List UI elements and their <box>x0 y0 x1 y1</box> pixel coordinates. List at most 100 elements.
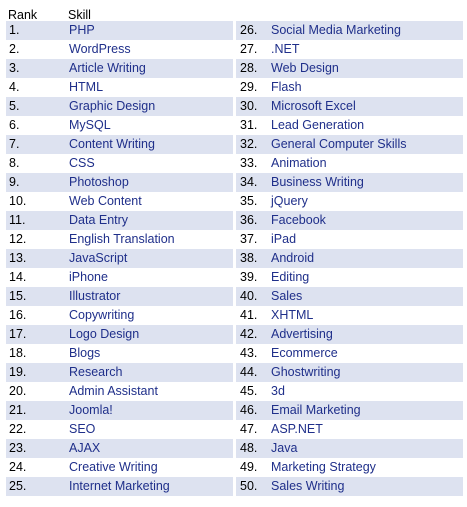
rank-cell: 39. <box>240 270 258 284</box>
rank-cell: 32. <box>240 137 258 151</box>
skill-cell: Copywriting <box>69 308 135 322</box>
rank-cell: 35. <box>240 194 258 208</box>
rank-cell: 15. <box>9 289 27 303</box>
table-row: 25. Internet Marketing <box>6 477 233 496</box>
rank-cell: 29. <box>240 80 258 94</box>
rank-cell: 31. <box>240 118 258 132</box>
table-row: 29. Flash <box>236 78 463 97</box>
rank-cell: 38. <box>240 251 258 265</box>
table-row: 43. Ecommerce <box>236 344 463 363</box>
skill-cell: Microsoft Excel <box>271 99 356 113</box>
table-row: 30. Microsoft Excel <box>236 97 463 116</box>
table-row: 11. Data Entry <box>6 211 233 230</box>
skill-cell: AJAX <box>69 441 101 455</box>
table-row: 5. Graphic Design <box>6 97 233 116</box>
table-row: 19. Research <box>6 363 233 382</box>
skill-cell: Admin Assistant <box>69 384 158 398</box>
rank-cell: 2. <box>9 42 20 56</box>
table-row: 3. Article Writing <box>6 59 233 78</box>
table-row: 8. CSS <box>6 154 233 173</box>
table-row: 31. Lead Generation <box>236 116 463 135</box>
table-row: 20. Admin Assistant <box>6 382 233 401</box>
rank-cell: 27. <box>240 42 258 56</box>
table-row: 40. Sales <box>236 287 463 306</box>
skill-cell: Content Writing <box>69 137 155 151</box>
rank-cell: 8. <box>9 156 20 170</box>
rank-cell: 5. <box>9 99 20 113</box>
table-row: 44. Ghostwriting <box>236 363 463 382</box>
skill-cell: SEO <box>69 422 96 436</box>
skill-cell: HTML <box>69 80 104 94</box>
table-row: 37. iPad <box>236 230 463 249</box>
skill-cell: Web Content <box>69 194 142 208</box>
rank-cell: 6. <box>9 118 20 132</box>
skill-cell: Illustrator <box>69 289 121 303</box>
table-row: 50. Sales Writing <box>236 477 463 496</box>
skill-cell: Research <box>69 365 123 379</box>
skills-table-right: 26. Social Media Marketing 27. .NET 28. Web D… <box>236 21 463 496</box>
rank-cell: 25. <box>9 479 27 493</box>
skill-cell: Internet Marketing <box>69 479 170 493</box>
table-row: 12. English Translation <box>6 230 233 249</box>
rank-cell: 26. <box>240 23 258 37</box>
skills-table-left: 1. PHP 2. WordPress 3. Article Writing 4. HTML 5… <box>6 21 233 496</box>
table-row: 27. .NET <box>236 40 463 59</box>
rank-cell: 14. <box>9 270 27 284</box>
skill-cell: Photoshop <box>69 175 129 189</box>
rank-cell: 34. <box>240 175 258 189</box>
skill-header: Skill <box>68 8 91 22</box>
skill-cell: Editing <box>271 270 310 284</box>
skill-cell: Article Writing <box>69 61 146 75</box>
table-row: 26. Social Media Marketing <box>236 21 463 40</box>
table-row: 17. Logo Design <box>6 325 233 344</box>
skill-cell: iPhone <box>69 270 108 284</box>
rank-cell: 24. <box>9 460 27 474</box>
skill-cell: Ghostwriting <box>271 365 341 379</box>
skill-cell: XHTML <box>271 308 314 322</box>
table-row: 16. Copywriting <box>6 306 233 325</box>
skill-cell: Blogs <box>69 346 101 360</box>
table-row: 24. Creative Writing <box>6 458 233 477</box>
table-row: 45. 3d <box>236 382 463 401</box>
skill-cell: jQuery <box>271 194 308 208</box>
rank-cell: 13. <box>9 251 27 265</box>
table-row: 38. Android <box>236 249 463 268</box>
skill-cell: Joomla! <box>69 403 113 417</box>
table-row: 28. Web Design <box>236 59 463 78</box>
skill-cell: PHP <box>69 23 95 37</box>
rank-cell: 12. <box>9 232 27 246</box>
rank-cell: 21. <box>9 403 27 417</box>
rank-cell: 36. <box>240 213 258 227</box>
table-row: 33. Animation <box>236 154 463 173</box>
skill-cell: Advertising <box>271 327 333 341</box>
rank-cell: 42. <box>240 327 258 341</box>
table-row: 48. Java <box>236 439 463 458</box>
rank-cell: 11. <box>9 213 26 227</box>
skill-cell: Social Media Marketing <box>271 23 401 37</box>
table-row: 21. Joomla! <box>6 401 233 420</box>
rank-cell: 33. <box>240 156 258 170</box>
rank-cell: 7. <box>9 137 20 151</box>
table-row: 47. ASP.NET <box>236 420 463 439</box>
skill-cell: ASP.NET <box>271 422 323 436</box>
table-row: 42. Advertising <box>236 325 463 344</box>
table-row: 2. WordPress <box>6 40 233 59</box>
table-row: 34. Business Writing <box>236 173 463 192</box>
rank-cell: 44. <box>240 365 258 379</box>
rank-cell: 22. <box>9 422 27 436</box>
skill-cell: .NET <box>271 42 300 56</box>
skill-cell: Data Entry <box>69 213 129 227</box>
skill-cell: Java <box>271 441 298 455</box>
table-row: 14. iPhone <box>6 268 233 287</box>
skill-cell: Email Marketing <box>271 403 361 417</box>
table-row: 1. PHP <box>6 21 233 40</box>
table-row: 15. Illustrator <box>6 287 233 306</box>
skill-cell: MySQL <box>69 118 111 132</box>
skill-cell: iPad <box>271 232 297 246</box>
skill-cell: English Translation <box>69 232 175 246</box>
skill-cell: 3d <box>271 384 285 398</box>
skill-cell: Animation <box>271 156 327 170</box>
rank-cell: 17. <box>9 327 27 341</box>
rank-cell: 50. <box>240 479 258 493</box>
skill-cell: JavaScript <box>69 251 128 265</box>
